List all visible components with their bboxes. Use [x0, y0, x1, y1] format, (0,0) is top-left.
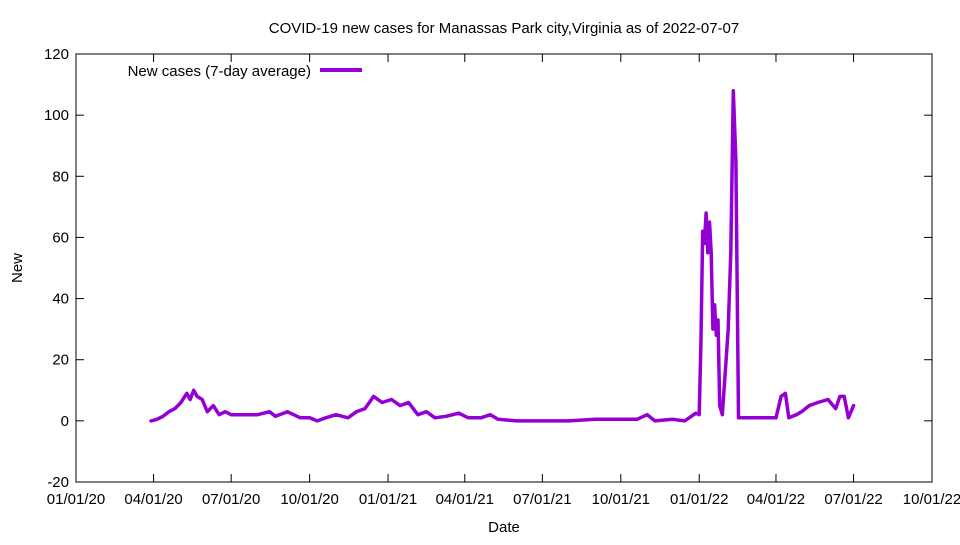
chart-title: COVID-19 new cases for Manassas Park cit…: [269, 20, 740, 37]
x-tick-label: 07/01/21: [513, 491, 571, 508]
x-tick-label: 01/01/22: [670, 491, 728, 508]
x-tick-label: 07/01/20: [202, 491, 260, 508]
x-tick-label: 01/01/21: [359, 491, 417, 508]
x-tick-label: 07/01/22: [824, 491, 882, 508]
x-tick-label: 04/01/20: [124, 491, 182, 508]
series-line: [149, 88, 856, 423]
x-tick-label: 01/01/20: [47, 491, 105, 508]
y-tick-label: 100: [44, 107, 69, 124]
x-tick-label: 10/01/20: [280, 491, 338, 508]
plot-border: [75, 53, 933, 483]
x-axis-label: Date: [488, 519, 520, 536]
y-tick-label: 60: [52, 229, 69, 246]
series-layer: [149, 88, 856, 423]
x-tick-label: 04/01/22: [747, 491, 805, 508]
x-tick-label: 10/01/21: [592, 491, 650, 508]
y-tick-label: 80: [52, 168, 69, 185]
y-tick-label: 20: [52, 352, 69, 369]
axes: -20 0 20 40 60 80 100 120 01/01/20 04/01/20 07/01/…: [44, 46, 960, 508]
y-tick-label: 40: [52, 291, 69, 308]
legend: New cases (7-day average): [128, 63, 362, 80]
y-tick-label: 0: [61, 413, 69, 430]
legend-label: New cases (7-day average): [128, 63, 311, 80]
y-axis-label: New: [9, 253, 26, 283]
x-tick-label: 04/01/21: [436, 491, 494, 508]
y-tick-label: 120: [44, 46, 69, 63]
y-tick-label: -20: [47, 474, 69, 491]
x-tick-label: 10/01/22: [903, 491, 960, 508]
